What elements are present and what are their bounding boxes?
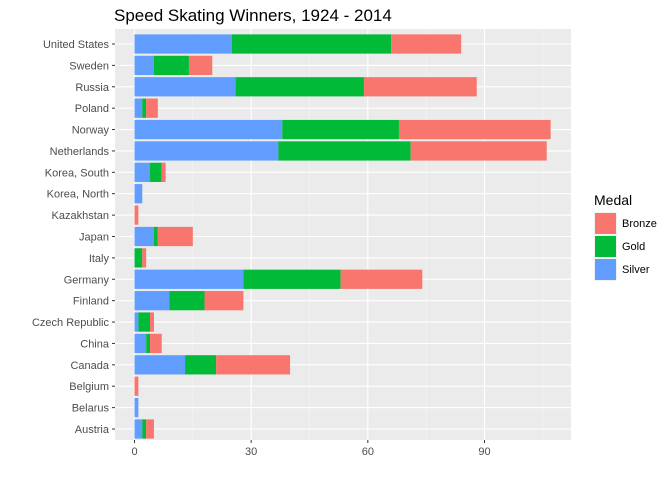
y-tick-label: United States: [43, 39, 110, 51]
bar-bronze-belgium: [134, 376, 139, 396]
bar-bronze-norway: [398, 119, 551, 140]
y-tick-label: Canada: [70, 360, 109, 372]
bar-bronze-germany: [340, 269, 423, 289]
legend-label-bronze: Bronze: [622, 218, 657, 230]
bar-gold-austria: [142, 419, 147, 439]
bar-silver-japan: [134, 226, 154, 247]
legend-key-gold: [595, 236, 616, 257]
bar-silver-united-states: [134, 34, 232, 54]
legend-label-silver: Silver: [622, 264, 650, 276]
y-tick-label: Sweden: [69, 60, 109, 72]
y-tick-label: Norway: [72, 125, 110, 137]
bar-silver-canada: [134, 355, 186, 375]
y-tick-label: Poland: [75, 103, 109, 115]
x-tick-label: 60: [362, 446, 374, 458]
legend-key-silver: [595, 259, 616, 280]
bar-silver-czech-republic: [134, 312, 139, 332]
chart-title: Speed Skating Winners, 1924 - 2014: [114, 6, 392, 25]
bar-bronze-italy: [142, 248, 147, 268]
bar-gold-italy: [134, 248, 143, 268]
legend: Medal Bronze Gold Silver: [594, 192, 657, 281]
y-tick-label: Czech Republic: [32, 317, 110, 329]
bar-silver-norway: [134, 119, 283, 140]
x-tick-label: 30: [245, 446, 257, 458]
bar-silver-belarus: [134, 397, 139, 418]
bar-bronze-netherlands: [410, 141, 547, 161]
bar-bronze-japan: [157, 226, 193, 247]
bar-bronze-canada: [216, 355, 291, 375]
y-tick-label: Korea, South: [45, 167, 109, 179]
y-tick-label: China: [80, 338, 110, 350]
bar-bronze-austria: [146, 419, 154, 439]
y-tick-label: Belgium: [69, 381, 109, 393]
bar-bronze-poland: [146, 98, 158, 118]
y-tick-label: Belarus: [72, 403, 110, 415]
bar-bronze-czech-republic: [150, 312, 154, 332]
bar-gold-czech-republic: [138, 312, 151, 332]
y-tick-label: Austria: [75, 424, 110, 436]
y-tick-label: Russia: [75, 82, 110, 94]
y-tick-label: Italy: [89, 253, 110, 265]
bar-silver-russia: [134, 77, 236, 97]
bar-gold-china: [146, 333, 151, 354]
legend-title: Medal: [594, 192, 632, 208]
bar-gold-finland: [169, 291, 205, 311]
x-axis: 0 30 60 90: [131, 440, 491, 458]
bar-silver-germany: [134, 269, 244, 289]
y-tick-label: Netherlands: [50, 146, 110, 158]
bar-gold-germany: [243, 269, 341, 289]
x-tick-label: 90: [478, 446, 490, 458]
bar-gold-netherlands: [278, 141, 411, 161]
bar-bronze-kazakhstan: [134, 205, 139, 225]
y-tick-label: Germany: [64, 274, 110, 286]
y-axis: United States Sweden Russia Poland Norway Net…: [32, 39, 115, 436]
bar-silver-poland: [134, 98, 143, 118]
bar-bronze-united-states: [391, 34, 462, 54]
bar-gold-united-states: [231, 34, 392, 54]
bar-gold-sweden: [153, 55, 189, 76]
bar-gold-norway: [282, 119, 399, 140]
bar-silver-austria: [134, 419, 143, 439]
bar-bronze-finland: [204, 291, 244, 311]
bar-gold-korea-south: [150, 162, 162, 182]
y-tick-label: Korea, North: [47, 189, 109, 201]
bars: [134, 34, 551, 439]
bar-gold-japan: [153, 226, 158, 247]
bar-silver-netherlands: [134, 141, 279, 161]
bar-silver-korea-north: [134, 184, 143, 204]
bar-silver-sweden: [134, 55, 154, 76]
legend-label-gold: Gold: [622, 241, 645, 253]
bar-gold-poland: [142, 98, 147, 118]
bar-silver-china: [134, 333, 147, 354]
legend-key-bronze: [595, 213, 616, 234]
bar-bronze-korea-south: [161, 162, 166, 182]
y-tick-label: Kazakhstan: [52, 210, 109, 222]
y-tick-label: Finland: [73, 296, 109, 308]
bar-gold-canada: [185, 355, 217, 375]
y-tick-label: Japan: [79, 232, 109, 244]
bar-silver-finland: [134, 291, 170, 311]
bar-bronze-russia: [363, 77, 477, 97]
bar-bronze-china: [150, 333, 162, 354]
bar-bronze-sweden: [188, 55, 213, 76]
x-tick-label: 0: [131, 446, 137, 458]
bar-gold-russia: [235, 77, 364, 97]
bar-silver-korea-south: [134, 162, 151, 182]
